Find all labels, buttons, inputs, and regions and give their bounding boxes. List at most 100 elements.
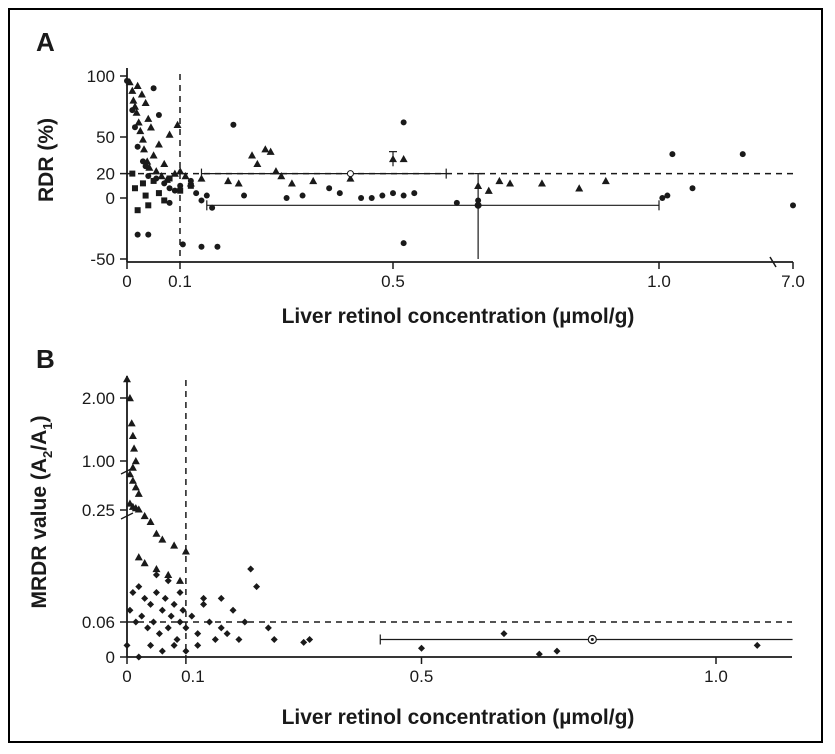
panel-a-circle-point [453, 199, 460, 206]
panel-a-circle-point [142, 163, 149, 170]
panel-a-x-tick-label: 0.1 [168, 272, 192, 291]
panel-a-triangle-point [346, 174, 355, 182]
panel-a-circle-point [400, 119, 407, 126]
panel-a-y-tick-label: 0 [106, 189, 115, 208]
panel-b-diamond-point [264, 624, 272, 632]
panel-a-circle-point [241, 192, 248, 199]
panel-b-diamond-point [150, 618, 158, 626]
panel-b-x-tick-label: 1.0 [704, 667, 728, 686]
panel-a-circle-point [124, 77, 130, 84]
panel-a-triangle-point [146, 123, 155, 131]
panel-b-diamond-point [535, 650, 543, 658]
panel-a-triangle-point [575, 184, 584, 192]
panel-a-triangle-point [506, 179, 515, 187]
panel-b-triangle-point [134, 505, 143, 513]
panel-b-label: B [36, 344, 55, 374]
panel-b-diamond-point [247, 565, 255, 573]
panel-a-triangle-point [129, 96, 138, 104]
panel-b-diamond-point [164, 577, 172, 585]
panel-a-label: A [36, 27, 55, 57]
panel-b-diamond-point [211, 636, 219, 643]
panel-b-diamond-point [152, 571, 160, 579]
panel-b-x-tick-label: 0.5 [410, 667, 434, 686]
panel-b-y-tick-label: 2.00 [82, 389, 115, 408]
panel-a-triangle-point [141, 98, 150, 107]
panel-a-circle-point [400, 240, 407, 247]
panel-a-circle-point [400, 192, 407, 199]
figure-frame [8, 8, 823, 743]
panel-a-circle-point [198, 243, 205, 250]
panel-a-triangle-point [160, 159, 169, 168]
panel-b-triangle-point [125, 394, 134, 402]
panel-b-triangle-point [152, 564, 161, 573]
panel-a-square-point [161, 197, 168, 204]
panel-a-triangle-point [601, 176, 610, 185]
panel-a-circle-point [739, 151, 746, 158]
panel-b-diamond-point [167, 612, 175, 620]
panel-b-diamond-point [300, 638, 308, 646]
panel-b-diamond-point [132, 618, 140, 626]
panel-a-triangle-point [134, 118, 143, 126]
panel-a-triangle-point [149, 151, 158, 159]
panel-b-diamond-point [176, 589, 184, 597]
panel-b-diamond-point [147, 641, 155, 649]
panel-a-circle-point [166, 185, 173, 192]
panel-a-circle-point [145, 173, 152, 180]
panel-b-diamond-point [144, 624, 152, 632]
panel-a-triangle-point [170, 169, 179, 177]
panel-a-circle-point [368, 195, 375, 201]
panel-b-diamond-point [152, 589, 160, 597]
panel-a-circle-point [230, 121, 237, 128]
panel-a-triangle-point [181, 172, 190, 180]
panel-b-y-tick-label: 0 [106, 648, 115, 667]
panel-a-triangle-point [248, 151, 257, 159]
panel-a-square-point [134, 207, 141, 214]
panel-a-circle-point [177, 182, 184, 189]
panel-b-x-axis-title: Liver retinol concentration (µmol/g) [282, 706, 635, 729]
panel-b-diamond-point [194, 630, 202, 638]
panel-a-square-point [142, 192, 149, 199]
panel-a-mean-marker [474, 201, 482, 209]
panel-a-circle-point [664, 192, 671, 199]
panel-b-triangle-point [128, 431, 137, 439]
panel-a-circle-point [214, 243, 221, 250]
panel-a-x-tick-label: 7.0 [781, 272, 805, 291]
panel-b-diamond-point [141, 594, 149, 602]
panel-b-diamond-point [418, 644, 425, 652]
panel-a-y-axis-title: RDR (%) [35, 118, 58, 202]
panel-b-triangle-point [131, 483, 140, 491]
panel-b-diamond-point [147, 600, 155, 608]
panel-a-circle-point [669, 151, 676, 158]
panel-b-marks [123, 375, 793, 661]
panel-a-triangle-point [145, 163, 154, 171]
panel-a-circle-point [390, 190, 396, 197]
panel-a-circle-point [336, 190, 343, 197]
panel-b-triangle-point [164, 570, 173, 579]
panel-b-diamond-point [173, 636, 181, 643]
panel-b-triangle-point [152, 529, 161, 537]
panel-a-mean-marker [389, 154, 397, 163]
panel-a-circle-point [131, 124, 138, 131]
panel-a-triangle-point [144, 114, 153, 122]
panel-a-square-point [187, 182, 194, 189]
panel-b-diamond-point [217, 624, 225, 632]
panel-a-circle-point [209, 204, 216, 211]
panel-b-diamond-point [176, 618, 184, 626]
panel-b-diamond-point [155, 630, 163, 638]
panel-b-diamond-point [129, 589, 137, 597]
panel-a-triangle-point [271, 167, 280, 175]
panel-a-circle-point [283, 195, 290, 201]
panel-b-diamond-point [170, 600, 178, 608]
panel-b-triangle-point [123, 375, 131, 383]
panel-b-triangle-point [125, 470, 134, 478]
panel-a-circle-point [161, 180, 168, 187]
panel-a-circle-point [145, 231, 152, 238]
panel-b-diamond-point [135, 583, 143, 591]
panel-a-circle-point [150, 85, 157, 92]
panel-a-triangle-point [287, 179, 296, 187]
panel-a-circle-point [790, 202, 796, 209]
panel-b-diamond-point [123, 641, 131, 649]
panel-b-diamond-point [235, 636, 243, 643]
panel-a-circle-point [659, 195, 666, 201]
panel-b-diamond-point [182, 624, 190, 632]
